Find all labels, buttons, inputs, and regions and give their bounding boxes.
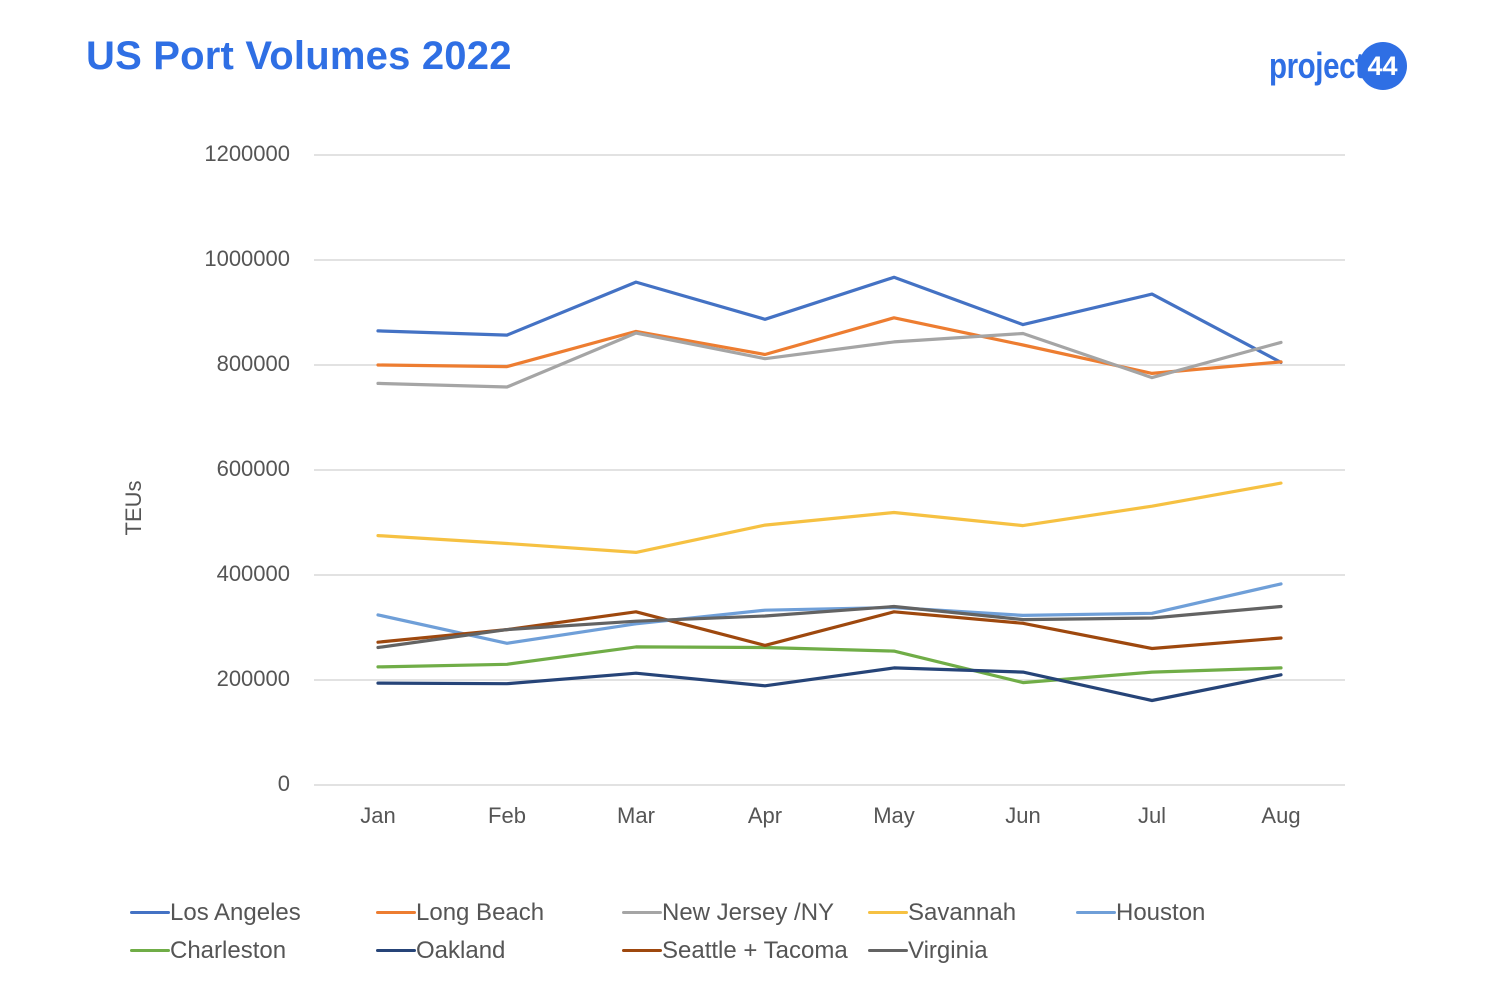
legend-item[interactable]: Houston <box>1076 898 1322 927</box>
y-tick-label: 400000 <box>217 561 290 586</box>
series-lines <box>376 275 1283 703</box>
series-line-oakland <box>376 666 1283 703</box>
x-tick-label: Jun <box>1005 803 1040 828</box>
x-axis-ticks: Jan Feb Mar Apr May Jun Jul Aug <box>360 803 1300 828</box>
legend-swatch <box>622 949 662 952</box>
legend-swatch <box>1076 911 1116 914</box>
y-axis-title: TEUs <box>121 481 146 536</box>
legend-item[interactable]: Oakland <box>376 936 622 965</box>
legend-item[interactable]: Charleston <box>130 936 376 965</box>
legend-label: Savannah <box>908 898 1017 926</box>
x-tick-label: Apr <box>748 803 782 828</box>
legend-label: Los Angeles <box>170 898 301 926</box>
legend-swatch <box>868 911 908 914</box>
legend-label: New Jersey /NY <box>662 898 835 926</box>
series-line-houston <box>376 582 1283 645</box>
logo-badge: 44 <box>1358 42 1407 90</box>
x-tick-label: Feb <box>488 803 526 828</box>
legend-item[interactable]: Savannah <box>868 898 1076 927</box>
project44-logo: project 44 <box>1248 42 1407 90</box>
series-line-los-angeles <box>376 275 1283 364</box>
legend-item[interactable]: Long Beach <box>376 898 622 927</box>
legend-swatch <box>376 911 416 914</box>
legend-item[interactable]: New Jersey /NY <box>622 898 868 927</box>
legend-swatch <box>622 911 662 914</box>
y-tick-label: 600000 <box>217 456 290 481</box>
y-tick-label: 200000 <box>217 666 290 691</box>
legend-item[interactable]: Virginia <box>868 936 1076 965</box>
legend-label: Charleston <box>170 936 287 964</box>
y-axis-ticks: 0 200000 400000 600000 800000 1000000 1200000 <box>204 141 290 796</box>
logo-wordmark: project <box>1268 45 1365 86</box>
y-tick-label: 800000 <box>217 351 290 376</box>
legend-label: Oakland <box>416 936 506 964</box>
gridlines <box>314 154 1345 786</box>
y-tick-label: 1200000 <box>204 141 290 166</box>
legend-swatch <box>130 911 170 914</box>
legend-item[interactable]: Los Angeles <box>130 898 376 927</box>
legend-label: Long Beach <box>416 898 545 926</box>
series-line-virginia <box>376 604 1283 650</box>
series-line-new-jersey-ny <box>376 331 1283 389</box>
legend-swatch <box>868 949 908 952</box>
legend-label: Houston <box>1116 898 1206 926</box>
series-line-savannah <box>376 481 1283 555</box>
line-chart: 020000040000060000080000010000001200000 … <box>121 141 1345 828</box>
y-tick-label: 1000000 <box>204 246 290 271</box>
x-tick-label: Jan <box>360 803 395 828</box>
legend-swatch <box>130 949 170 952</box>
x-tick-label: Jul <box>1138 803 1166 828</box>
legend: Los Angeles Long Beach New Jersey /NY Savan… <box>130 898 1370 965</box>
series-line-charleston <box>376 645 1283 685</box>
chart-title: US Port Volumes 2022 <box>86 34 512 78</box>
x-tick-label: Aug <box>1261 803 1300 828</box>
y-tick-label: 0 <box>278 771 290 796</box>
legend-label: Virginia <box>908 936 988 964</box>
legend-swatch <box>376 949 416 952</box>
legend-item[interactable]: Seattle + Tacoma <box>622 936 868 965</box>
x-tick-label: Mar <box>617 803 655 828</box>
x-tick-label: May <box>873 803 915 828</box>
legend-label: Seattle + Tacoma <box>662 936 848 964</box>
